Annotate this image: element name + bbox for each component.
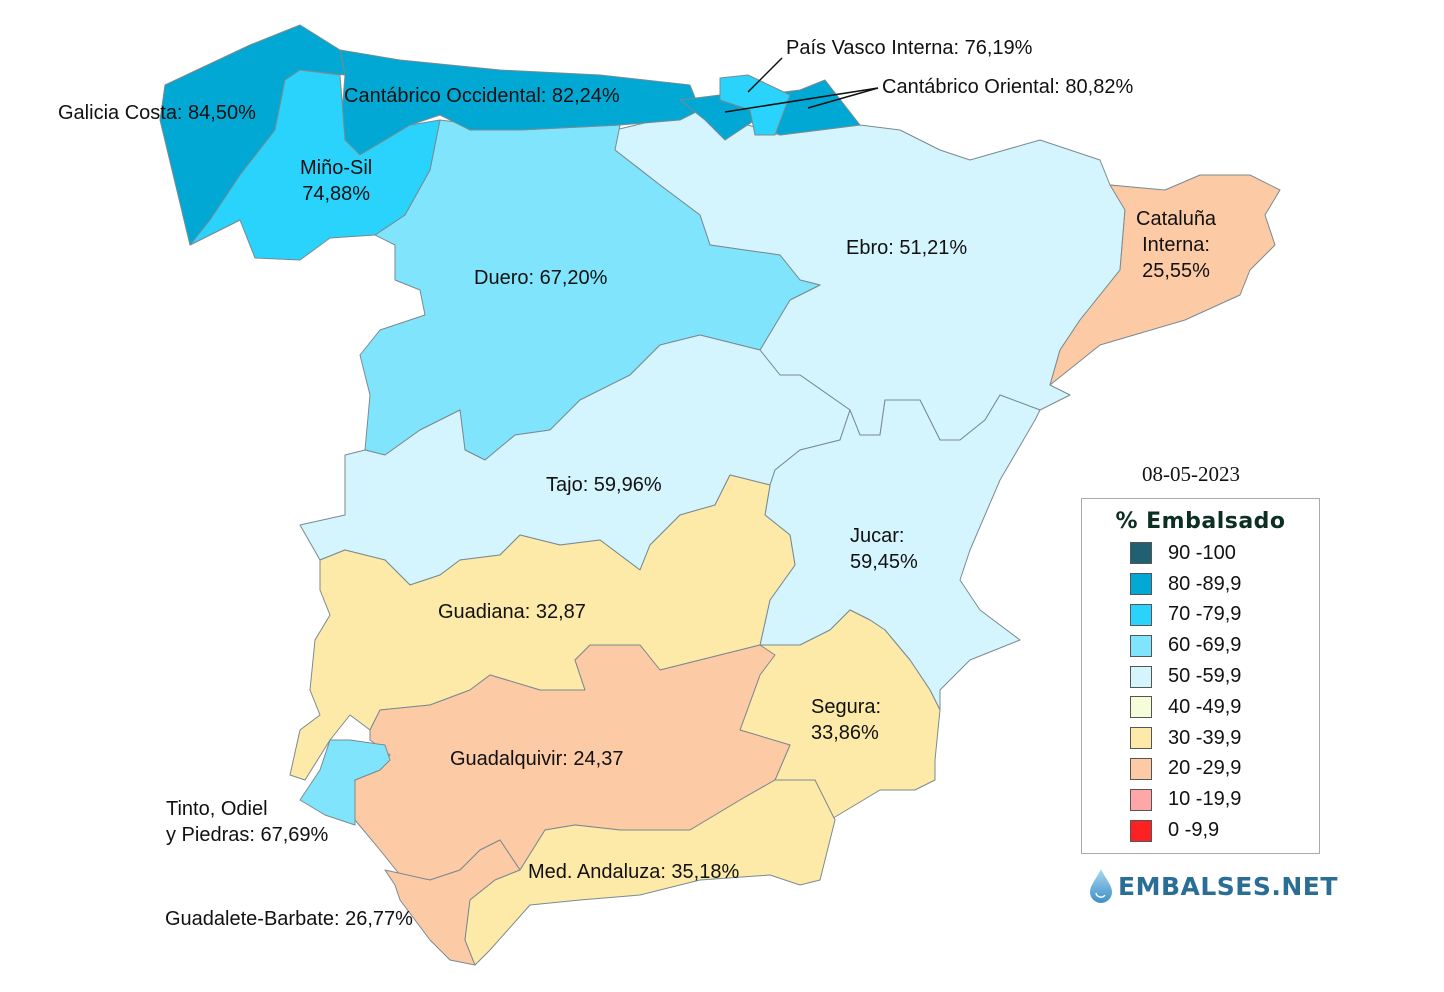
label-line: Tinto, Odiel <box>166 798 268 820</box>
legend-swatch <box>1130 788 1152 811</box>
label-jucar: Jucar: 59,45% <box>850 523 918 575</box>
label-line: Jucar: <box>850 525 905 547</box>
label-guadiana: Guadiana: 32,87 <box>438 601 586 623</box>
legend: % Embalsado 90 -100 80 -89,9 70 -79,9 60 -6… <box>1081 498 1320 854</box>
legend-item: 50 -59,9 <box>1130 661 1319 692</box>
date-label: 08-05-2023 <box>1142 462 1240 486</box>
label-line: 74,88% <box>302 183 371 205</box>
label-line: Miño-Sil <box>300 157 373 179</box>
legend-swatch <box>1130 696 1152 719</box>
label-ebro: Ebro: 51,21% <box>846 237 968 259</box>
legend-item: 30 -39,9 <box>1130 723 1319 754</box>
legend-item: 90 -100 <box>1130 538 1319 569</box>
legend-label: 50 -59,9 <box>1168 665 1242 688</box>
label-guadalete-barbate: Guadalete-Barbate: 26,77% <box>165 908 413 930</box>
label-cataluna-interna: Cataluña Interna: 25,55% <box>1136 206 1216 284</box>
label-duero: Duero: 67,20% <box>474 267 608 289</box>
leader-cantabrico-oriental-1 <box>724 87 879 113</box>
label-line: 33,86% <box>811 722 879 744</box>
leader-pais-vasco <box>747 57 783 93</box>
label-cantabrico-oriental: Cantábrico Oriental: 80,82% <box>882 76 1134 98</box>
legend-label: 90 -100 <box>1168 541 1236 564</box>
legend-swatch <box>1130 634 1152 657</box>
legend-swatch <box>1130 542 1152 565</box>
legend-item: 10 -19,9 <box>1130 784 1319 815</box>
label-mino-sil: Miño-Sil 74,88% <box>300 155 372 207</box>
label-pais-vasco-interna: País Vasco Interna: 76,19% <box>786 37 1033 59</box>
region-cataluna-interna[interactable] <box>1049 174 1281 386</box>
legend-title: % Embalsado <box>1115 509 1286 534</box>
legend-swatch <box>1130 819 1152 842</box>
legend-item: 80 -89,9 <box>1130 569 1319 600</box>
legend-item: 60 -69,9 <box>1130 630 1319 661</box>
legend-item: 70 -79,9 <box>1130 600 1319 631</box>
label-line: Cataluña <box>1136 208 1217 230</box>
label-line: 59,45% <box>850 551 918 573</box>
region-tinto-odiel-piedras[interactable] <box>299 739 391 826</box>
legend-item: 20 -29,9 <box>1130 754 1319 785</box>
legend-label: 40 -49,9 <box>1168 695 1242 718</box>
legend-label: 70 -79,9 <box>1168 603 1242 626</box>
legend-swatch <box>1130 757 1152 780</box>
label-line: Segura: <box>811 696 882 718</box>
legend-label: 30 -39,9 <box>1168 726 1242 749</box>
label-tajo: Tajo: 59,96% <box>546 474 662 496</box>
label-med-andaluza: Med. Andaluza: 35,18% <box>528 861 740 883</box>
legend-swatch <box>1130 727 1152 750</box>
label-galicia-costa: Galicia Costa: 84,50% <box>58 102 256 124</box>
label-line: Interna: <box>1142 234 1210 256</box>
label-segura: Segura: 33,86% <box>811 694 881 746</box>
label-guadalquivir: Guadalquivir: 24,37 <box>450 748 624 770</box>
logo-text: EMBALSES.NET <box>1118 871 1338 901</box>
label-tinto-odiel-piedras: Tinto, Odiel y Piedras: 67,69% <box>166 796 328 848</box>
legend-swatch <box>1130 573 1152 596</box>
label-line: 25,55% <box>1142 260 1210 282</box>
label-line: y Piedras: 67,69% <box>166 824 329 846</box>
legend-swatch <box>1130 665 1152 688</box>
region-med-andaluza[interactable] <box>464 779 836 966</box>
leader-cantabrico-oriental-2 <box>807 87 879 109</box>
legend-item: 40 -49,9 <box>1130 692 1319 723</box>
label-cantabrico-occidental: Cantábrico Occidental: 82,24% <box>344 85 620 107</box>
legend-label: 0 -9,9 <box>1168 819 1220 842</box>
water-drop-icon <box>1090 869 1112 903</box>
legend-label: 60 -69,9 <box>1168 634 1242 657</box>
region-pais-vasco-interna[interactable] <box>719 74 791 136</box>
legend-label: 10 -19,9 <box>1168 788 1242 811</box>
legend-item: 0 -9,9 <box>1130 815 1319 846</box>
region-mino-sil[interactable] <box>189 69 441 261</box>
legend-label: 20 -29,9 <box>1168 757 1242 780</box>
legend-label: 80 -89,9 <box>1168 572 1242 595</box>
logo: EMBALSES.NET <box>1088 868 1338 904</box>
legend-swatch <box>1130 603 1152 626</box>
